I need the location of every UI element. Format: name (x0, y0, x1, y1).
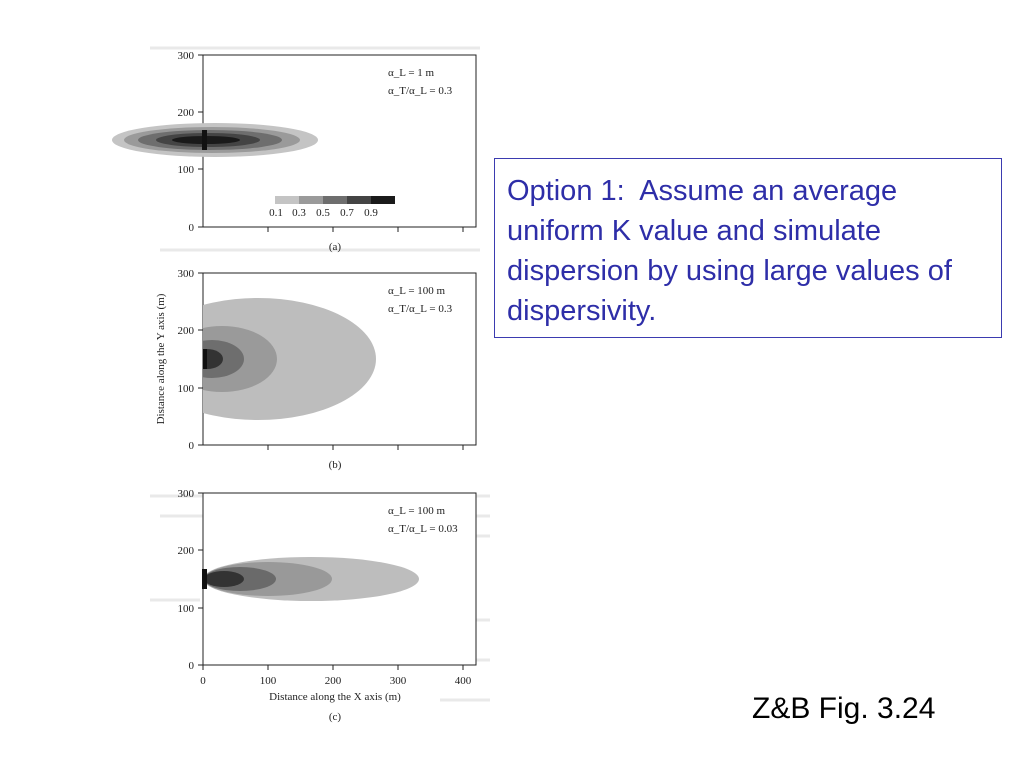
panel-b-ratio: α_T/α_L = 0.3 (388, 303, 453, 315)
legend-swatch-0.5 (323, 196, 347, 204)
panel-c-y-tick-300: 300 (178, 488, 195, 500)
legend-swatch-0.1 (275, 196, 299, 204)
source-bar (202, 569, 207, 589)
panel-a-y-tick-300: 300 (178, 50, 195, 62)
panel-c-alpha-l: α_L = 100 m (388, 505, 446, 517)
panel-b-label: (b) (329, 459, 342, 471)
legend-label-0.7: 0.7 (340, 207, 354, 219)
panel-c-y-tick-0: 0 (189, 660, 195, 672)
source-bar (203, 349, 207, 369)
panel-c-y-tick-100: 100 (178, 603, 195, 615)
source-bar (202, 130, 207, 150)
panel-b-plume (203, 298, 376, 420)
panel-c-x-tick-200: 200 (325, 675, 342, 687)
plume-contour-0.1 (203, 298, 376, 420)
legend-swatch-0.3 (299, 196, 323, 204)
panel-b: 300 200 100 0 α_L = 100 m α_T/α_L = 0.3 … (178, 268, 477, 471)
figure-caption: Z&B Fig. 3.24 (752, 692, 936, 725)
x-axis-title: Distance along the X axis (m) (269, 691, 401, 703)
legend-label-0.5: 0.5 (316, 207, 330, 219)
panel-c-y-ticks (198, 492, 203, 666)
panel-c: 300 200 100 0 0 100 200 300 400 α_L = 10… (178, 488, 477, 723)
panel-a-plume (112, 123, 318, 157)
legend-label-0.1: 0.1 (269, 207, 283, 219)
panel-b-y-tick-300: 300 (178, 268, 195, 280)
panel-c-x-tick-0: 0 (200, 675, 206, 687)
panel-b-alpha-l: α_L = 100 m (388, 285, 446, 297)
panel-a-y-tick-100: 100 (178, 164, 195, 176)
panel-c-x-tick-400: 400 (455, 675, 472, 687)
panel-a-y-tick-0: 0 (189, 222, 195, 234)
panel-a-x-ticks (267, 227, 464, 232)
panel-c-y-tick-200: 200 (178, 545, 195, 557)
panel-c-plume (202, 557, 419, 601)
panel-a-legend: 0.1 0.3 0.5 0.7 0.9 (269, 196, 395, 219)
legend-label-0.3: 0.3 (292, 207, 306, 219)
panel-b-y-tick-200: 200 (178, 325, 195, 337)
panel-a-label: (a) (329, 241, 342, 253)
panel-a-y-tick-200: 200 (178, 107, 195, 119)
panel-c-ratio: α_T/α_L = 0.03 (388, 523, 458, 535)
legend-label-0.9: 0.9 (364, 207, 378, 219)
legend-swatch-0.7 (347, 196, 371, 204)
legend-swatch-0.9 (371, 196, 395, 204)
plume-contour-0.5 (203, 340, 244, 378)
panel-a-ratio: α_T/α_L = 0.3 (388, 85, 453, 97)
panel-b-y-ticks (198, 272, 203, 446)
panel-c-x-tick-300: 300 (390, 675, 407, 687)
plume-contour-0.7 (203, 349, 223, 369)
plume-contour-0.7 (204, 571, 244, 587)
panel-b-y-tick-0: 0 (189, 440, 195, 452)
panel-a-y-ticks (198, 54, 203, 228)
panel-c-x-ticks (202, 665, 464, 670)
panel-b-x-ticks (267, 445, 464, 450)
y-axis-title: Distance along the Y axis (m) (155, 293, 167, 424)
panel-c-label: (c) (329, 711, 342, 723)
panel-c-x-tick-100: 100 (260, 675, 277, 687)
panel-a-alpha-l: α_L = 1 m (388, 67, 435, 79)
panel-a: 300 200 100 0 α_L = 1 m α_T/α_L = 0.3 0.… (112, 50, 477, 253)
option-1-callout: Option 1: Assume an average uniform K va… (494, 158, 1002, 338)
panel-b-y-tick-100: 100 (178, 383, 195, 395)
